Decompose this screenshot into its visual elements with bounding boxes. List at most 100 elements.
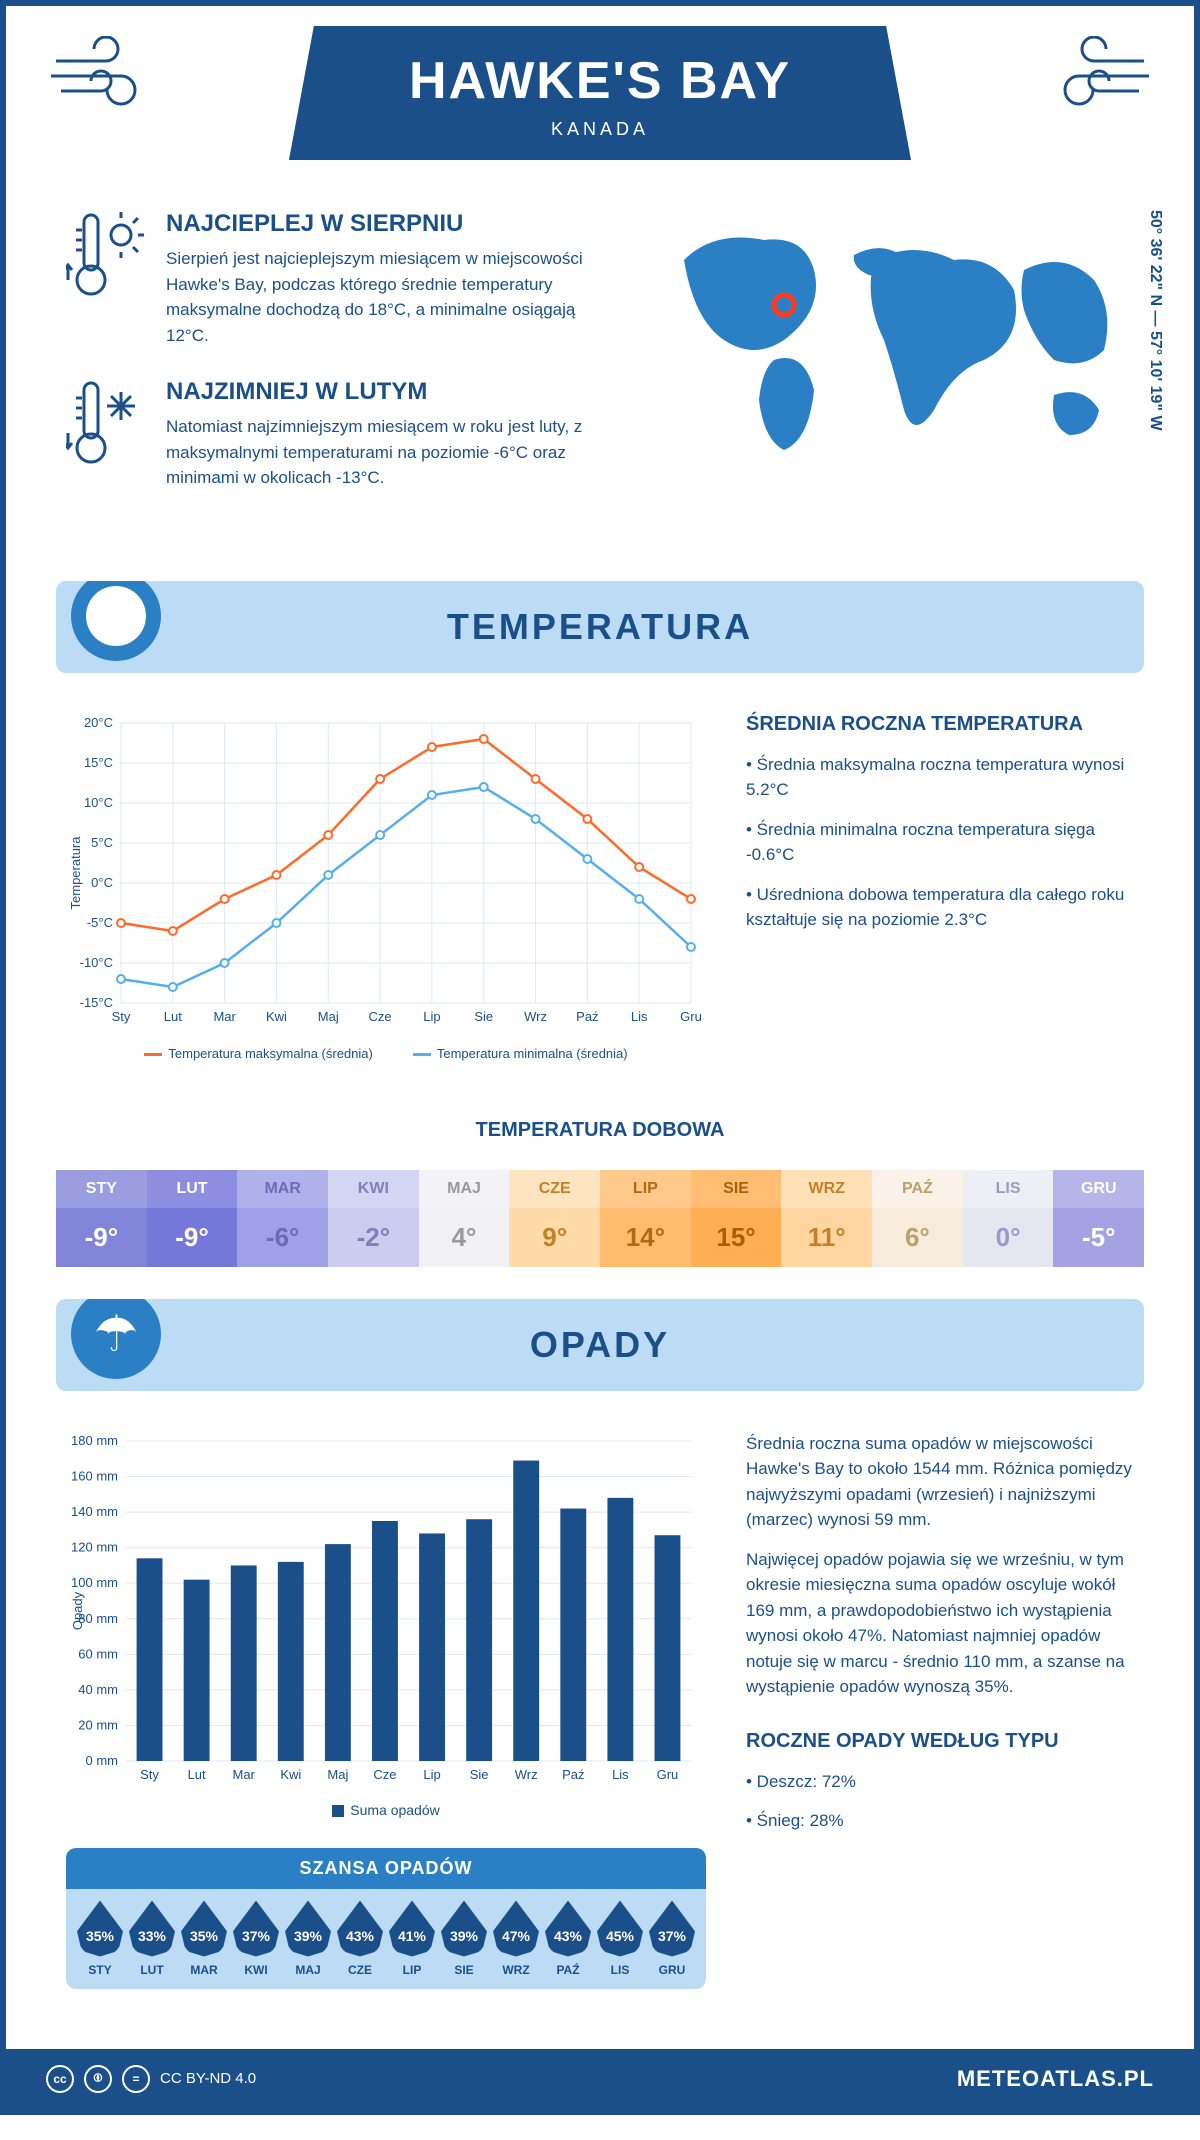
location-title: HAWKE'S BAY (409, 51, 791, 111)
daily-cell: WRZ11° (781, 1158, 872, 1279)
legend-min-label: Temperatura minimalna (średnia) (437, 1046, 628, 1061)
temp-summary-title: ŚREDNIA ROCZNA TEMPERATURA (746, 713, 1134, 736)
temperature-banner: TEMPERATURA (56, 581, 1144, 673)
daily-cell: GRU-5° (1053, 1158, 1144, 1279)
svg-text:Mar: Mar (233, 1767, 256, 1782)
svg-text:Sie: Sie (470, 1767, 489, 1782)
daily-cell: LIP14° (600, 1158, 691, 1279)
wind-icon (1044, 36, 1154, 132)
daily-cell: MAR-6° (237, 1158, 328, 1279)
legend-max-label: Temperatura maksymalna (średnia) (168, 1046, 372, 1061)
precip-chance-box: SZANSA OPADÓW 35%STY33%LUT35%MAR37%KWI39… (66, 1848, 706, 1989)
svg-text:Sty: Sty (112, 1009, 131, 1024)
svg-text:20 mm: 20 mm (78, 1717, 118, 1732)
warmest-title: NAJCIEPLEJ W SIERPNIU (166, 210, 586, 238)
daily-cell: KWI-2° (328, 1158, 419, 1279)
svg-text:Lut: Lut (164, 1009, 182, 1024)
svg-text:180 mm: 180 mm (71, 1433, 118, 1448)
svg-text:160 mm: 160 mm (71, 1468, 118, 1483)
chance-cell: 35%MAR (178, 1901, 230, 1977)
svg-text:Lis: Lis (631, 1009, 648, 1024)
chance-cell: 43%PAŹ (542, 1901, 594, 1977)
temp-chart-legend: Temperatura maksymalna (średnia) Tempera… (66, 1038, 706, 1069)
svg-text:Sie: Sie (474, 1009, 493, 1024)
chance-cell: 43%CZE (334, 1901, 386, 1977)
chance-cell: 41%LIP (386, 1901, 438, 1977)
temperature-line-chart: -15°C-10°C-5°C0°C5°C10°C15°C20°CStyLutMa… (66, 713, 706, 1033)
svg-text:120 mm: 120 mm (71, 1539, 118, 1554)
precip-type-bullet: • Deszcz: 72% (746, 1769, 1134, 1795)
chance-cell: 37%KWI (230, 1901, 282, 1977)
daily-cell: MAJ4° (419, 1158, 510, 1279)
header: HAWKE'S BAY KANADA (6, 6, 1194, 200)
svg-text:Mar: Mar (213, 1009, 236, 1024)
title-band: HAWKE'S BAY KANADA (289, 26, 911, 160)
chance-cell: 45%LIS (594, 1901, 646, 1977)
svg-text:20°C: 20°C (84, 715, 113, 730)
thermometer-sun-icon (66, 210, 146, 348)
precip-chart-legend: Suma opadów (66, 1796, 706, 1838)
coldest-title: NAJZIMNIEJ W LUTYM (166, 378, 586, 406)
svg-text:Kwi: Kwi (266, 1009, 287, 1024)
temp-bullet: • Uśredniona dobowa temperatura dla całe… (746, 882, 1134, 933)
chance-cell: 37%GRU (646, 1901, 698, 1977)
svg-text:15°C: 15°C (84, 755, 113, 770)
precip-legend-label: Suma opadów (350, 1802, 440, 1818)
svg-text:Lis: Lis (612, 1767, 629, 1782)
svg-text:Sty: Sty (140, 1767, 159, 1782)
svg-text:Lip: Lip (423, 1009, 440, 1024)
chance-cell: 33%LUT (126, 1901, 178, 1977)
nd-icon: = (122, 2065, 150, 2093)
svg-text:5°C: 5°C (91, 835, 113, 850)
license-label: CC BY-ND 4.0 (160, 2070, 256, 2087)
precipitation-banner: ☂ OPADY (56, 1299, 1144, 1391)
temp-bullet: • Średnia maksymalna roczna temperatura … (746, 752, 1134, 803)
svg-text:Wrz: Wrz (515, 1767, 538, 1782)
site-label: METEOATLAS.PL (957, 2066, 1154, 2092)
warmest-text: Sierpień jest najcieplejszym miesiącem w… (166, 246, 586, 348)
svg-text:Gru: Gru (680, 1009, 702, 1024)
svg-text:140 mm: 140 mm (71, 1504, 118, 1519)
daily-cell: STY-9° (56, 1158, 147, 1279)
svg-text:Temperatura: Temperatura (68, 835, 83, 909)
world-map: 50° 36' 22" N — 57° 10' 19" W (654, 210, 1134, 521)
daily-cell: LIS0° (963, 1158, 1054, 1279)
precip-type-title: ROCZNE OPADY WEDŁUG TYPU (746, 1730, 1134, 1753)
svg-text:100 mm: 100 mm (71, 1575, 118, 1590)
svg-text:Maj: Maj (327, 1767, 348, 1782)
svg-text:Paź: Paź (562, 1767, 584, 1782)
svg-text:-10°C: -10°C (80, 955, 113, 970)
coldest-fact: NAJZIMNIEJ W LUTYM Natomiast najzimniejs… (66, 378, 614, 491)
precipitation-heading: OPADY (81, 1324, 1119, 1366)
precip-para: Najwięcej opadów pojawia się we wrześniu… (746, 1547, 1134, 1700)
svg-text:0°C: 0°C (91, 875, 113, 890)
wind-icon (46, 36, 156, 132)
precipitation-bar-chart: 0 mm20 mm40 mm60 mm80 mm100 mm120 mm140 … (66, 1431, 706, 1791)
svg-text:Paź: Paź (576, 1009, 598, 1024)
svg-text:Opady: Opady (70, 1591, 85, 1630)
svg-text:Maj: Maj (318, 1009, 339, 1024)
chance-cell: 35%STY (74, 1901, 126, 1977)
precipitation-section: 0 mm20 mm40 mm60 mm80 mm100 mm120 mm140 … (6, 1411, 1194, 2019)
temperature-section: -15°C-10°C-5°C0°C5°C10°C15°C20°CStyLutMa… (6, 693, 1194, 1089)
svg-text:Cze: Cze (369, 1009, 392, 1024)
umbrella-icon: ☂ (71, 1299, 161, 1379)
coordinates-label: 50° 36' 22" N — 57° 10' 19" W (1146, 210, 1164, 431)
daily-cell: SIE15° (691, 1158, 782, 1279)
precip-para: Średnia roczna suma opadów w miejscowośc… (746, 1431, 1134, 1533)
daily-temp-title: TEMPERATURA DOBOWA (6, 1119, 1194, 1142)
svg-text:-15°C: -15°C (80, 995, 113, 1010)
warmest-fact: NAJCIEPLEJ W SIERPNIU Sierpień jest najc… (66, 210, 614, 348)
temperature-summary: ŚREDNIA ROCZNA TEMPERATURA • Średnia mak… (746, 713, 1134, 1069)
svg-text:Wrz: Wrz (524, 1009, 547, 1024)
svg-text:-5°C: -5°C (87, 915, 113, 930)
svg-text:Gru: Gru (657, 1767, 679, 1782)
svg-text:Cze: Cze (373, 1767, 396, 1782)
precipitation-summary: Średnia roczna suma opadów w miejscowośc… (746, 1431, 1134, 1999)
footer: cc 🅯 = CC BY-ND 4.0 METEOATLAS.PL (6, 2049, 1194, 2109)
chance-title: SZANSA OPADÓW (66, 1848, 706, 1889)
svg-text:Kwi: Kwi (280, 1767, 301, 1782)
country-label: KANADA (409, 119, 791, 140)
svg-text:0 mm: 0 mm (86, 1753, 119, 1768)
svg-text:Lip: Lip (423, 1767, 440, 1782)
